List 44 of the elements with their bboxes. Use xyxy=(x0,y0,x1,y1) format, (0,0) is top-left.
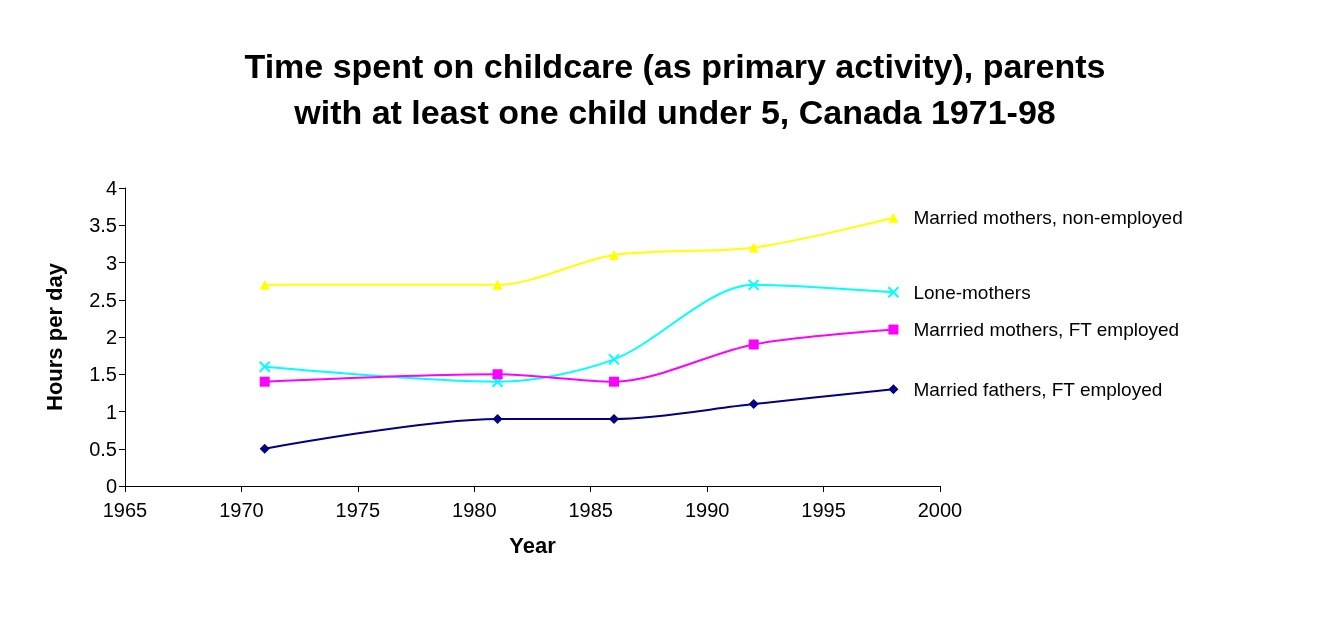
point xyxy=(747,278,760,291)
point xyxy=(888,324,899,335)
point xyxy=(609,250,619,261)
y-tick-label: 2 xyxy=(105,326,117,348)
point xyxy=(748,339,759,350)
y-tick-label: 4 xyxy=(105,177,117,199)
x-tick-label: 1965 xyxy=(102,499,148,521)
point xyxy=(748,242,759,253)
chart-title: Time spent on childcare (as primary activity), parents with at least one child under 5, Canada 1971-98 xyxy=(244,47,1106,131)
point xyxy=(748,399,759,410)
point xyxy=(609,413,619,424)
x-axis-title: Year xyxy=(509,532,557,558)
point xyxy=(491,375,504,388)
x-tick-label: 1990 xyxy=(684,499,730,521)
series-label: Marrried mothers, FT employed xyxy=(913,319,1180,341)
point xyxy=(492,279,503,290)
y-tick-label: 2.5 xyxy=(89,288,117,311)
point xyxy=(888,212,899,223)
y-tick-label: 1.5 xyxy=(89,363,117,386)
y-tick-label: 3 xyxy=(105,251,117,274)
x-tick-label: 1980 xyxy=(452,499,497,521)
x-tick-label: 2000 xyxy=(917,499,963,521)
point xyxy=(608,353,620,366)
x-tick-label: 1970 xyxy=(219,499,264,521)
y-tick-label: 3.5 xyxy=(89,214,117,237)
y-tick-label: 0 xyxy=(105,475,117,497)
point xyxy=(492,369,503,380)
point xyxy=(888,384,899,395)
point xyxy=(259,443,270,454)
point xyxy=(259,376,270,387)
series-label: Married mothers, non-employed xyxy=(913,207,1183,229)
point xyxy=(258,360,271,373)
x-tick-label: 1985 xyxy=(568,499,613,521)
y-tick-label: 1 xyxy=(105,400,117,423)
series-label: Lone-mothers xyxy=(913,281,1031,303)
point xyxy=(609,376,619,387)
point xyxy=(887,286,900,299)
y-axis-title: Hours per day xyxy=(41,262,67,411)
y-tick-label: 0.5 xyxy=(89,437,117,460)
point xyxy=(492,413,503,424)
point xyxy=(259,279,270,290)
x-tick-label: 1995 xyxy=(801,499,846,521)
series-label: Married fathers, FT employed xyxy=(913,378,1163,400)
x-tick-label: 1975 xyxy=(335,499,381,521)
